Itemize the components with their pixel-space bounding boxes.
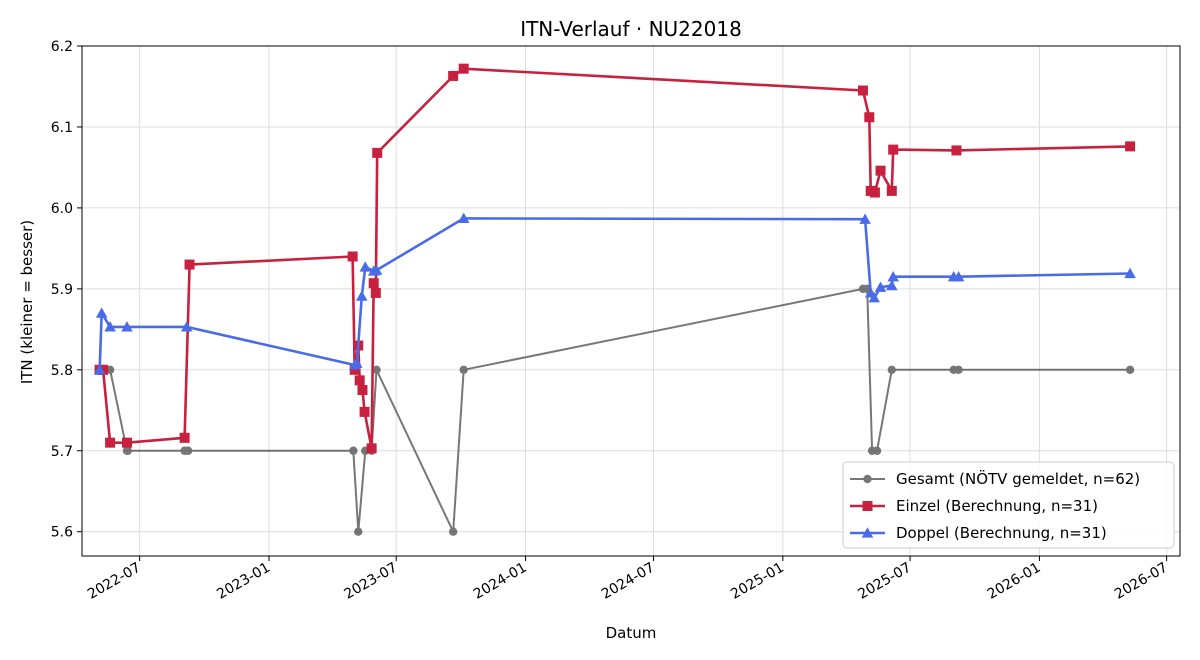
data-point-doppel <box>93 364 106 375</box>
data-point-gesamt <box>954 365 963 375</box>
data-point-einzel <box>951 145 962 156</box>
data-point-einzel <box>366 443 377 454</box>
data-point-gesamt <box>372 365 381 375</box>
data-point-gesamt <box>1125 365 1135 375</box>
data-point-gesamt <box>459 365 468 375</box>
data-point-doppel <box>370 264 383 275</box>
plot-frame <box>81 45 1181 557</box>
data-point-doppel <box>359 261 372 272</box>
y-tick-label: 6.2 <box>51 39 73 55</box>
data-point-doppel <box>95 307 108 318</box>
data-point-einzel <box>864 112 875 123</box>
y-tick-label: 6.0 <box>51 201 73 217</box>
data-point-einzel <box>354 375 365 386</box>
data-point-doppel <box>457 212 470 224</box>
legend-entry-gesamt <box>850 474 885 484</box>
legend-marker-gesamt <box>863 474 872 484</box>
data-point-einzel <box>184 259 195 270</box>
series-gesamt <box>97 284 1135 536</box>
data-point-doppel <box>868 292 880 303</box>
data-point-doppel <box>887 270 899 282</box>
data-point-einzel <box>368 278 379 289</box>
series-layer <box>93 63 1136 536</box>
legend-marker-einzel <box>862 501 873 511</box>
data-point-einzel <box>875 165 886 176</box>
data-point-einzel <box>370 287 381 298</box>
data-point-einzel <box>349 364 360 375</box>
legend-entry-doppel <box>850 527 885 538</box>
data-point-doppel <box>351 357 363 368</box>
data-point-gesamt <box>183 446 193 455</box>
legend-label-einzel: Einzel (Berechnung, n=31) <box>896 497 1098 515</box>
data-point-doppel <box>121 321 133 332</box>
data-point-doppel <box>1124 267 1136 279</box>
data-point-gesamt <box>448 527 458 536</box>
data-point-einzel <box>448 70 459 81</box>
y-tick-label: 5.8 <box>51 363 73 379</box>
chart-title: ITN-Verlauf · NU22018 <box>520 17 742 41</box>
legend: Gesamt (NÖTV gemeldet, n=62) Einzel (Bere… <box>842 461 1175 549</box>
data-point-einzel <box>121 437 132 448</box>
data-point-einzel <box>359 406 370 417</box>
legend-box <box>842 461 1175 549</box>
data-point-einzel <box>357 385 368 396</box>
y-tick-label: 5.6 <box>51 525 73 541</box>
data-point-doppel <box>104 321 116 332</box>
series-einzel <box>94 63 1136 454</box>
data-point-doppel <box>952 270 965 282</box>
data-point-gesamt <box>349 446 358 455</box>
data-point-einzel <box>98 364 109 375</box>
data-point-einzel <box>886 185 897 196</box>
legend-label-doppel: Doppel (Berechnung, n=31) <box>896 524 1107 542</box>
y-tick-label: 5.9 <box>51 282 73 298</box>
data-point-einzel <box>347 251 358 262</box>
legend-label-gesamt: Gesamt (NÖTV gemeldet, n=62) <box>896 469 1140 488</box>
y-tick-label: 6.1 <box>51 120 73 136</box>
data-point-gesamt <box>123 446 132 455</box>
data-point-einzel <box>857 85 868 96</box>
x-axis-label: Datum <box>606 624 657 642</box>
data-point-gesamt <box>872 446 882 455</box>
data-point-einzel <box>869 187 880 198</box>
data-point-doppel <box>180 321 193 332</box>
data-point-doppel <box>356 290 368 301</box>
data-point-doppel <box>859 213 871 224</box>
data-point-doppel <box>886 279 898 291</box>
y-axis-label: ITN (kleiner = besser) <box>18 220 36 384</box>
data-point-doppel <box>874 281 887 292</box>
legend-entry-einzel <box>850 501 885 511</box>
series-doppel <box>93 212 1136 375</box>
data-point-einzel <box>105 437 116 448</box>
legend-marker-doppel <box>861 527 874 538</box>
data-point-einzel <box>372 147 383 158</box>
data-point-einzel <box>179 432 190 443</box>
data-point-gesamt <box>354 527 363 536</box>
data-point-einzel <box>1125 141 1136 152</box>
y-axis: 5.6 5.7 5.8 5.9 6.0 6.1 6.2 <box>51 39 82 541</box>
data-point-einzel <box>888 144 899 155</box>
data-point-einzel <box>458 63 469 74</box>
data-point-gesamt <box>887 365 896 375</box>
y-tick-label: 5.7 <box>51 444 73 460</box>
